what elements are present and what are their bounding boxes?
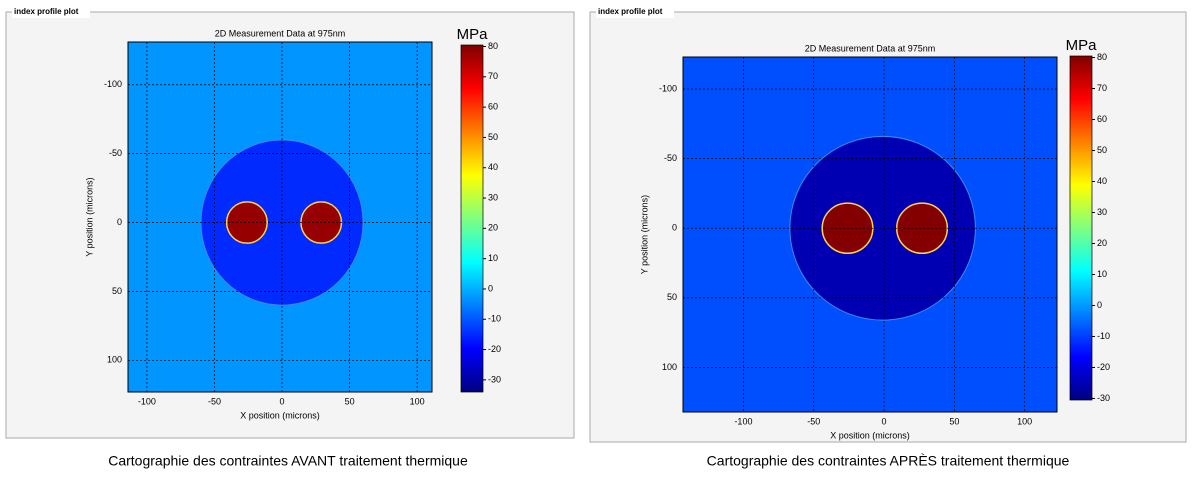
colorbar-tick-label: -10 (488, 314, 501, 324)
x-tick-label: 100 (410, 396, 425, 406)
y-axis-label: Y position (microns) (639, 195, 649, 274)
y-tick-label: -50 (664, 153, 677, 163)
colorbar-tick-label: 60 (1097, 114, 1107, 124)
y-tick-label: 50 (667, 292, 677, 302)
plot-area (127, 41, 433, 393)
panel-title: index profile plot (598, 7, 663, 16)
caption: Cartographie des contraintes APRÈS trait… (707, 453, 1070, 469)
colorbar-tick-label: -30 (1097, 393, 1110, 403)
x-tick-label: 50 (949, 416, 959, 426)
x-tick-label: 100 (1017, 416, 1032, 426)
y-tick-label: 50 (112, 286, 122, 296)
colorbar-tick-label: -20 (1097, 362, 1110, 372)
colorbar-tick-label: 0 (488, 283, 493, 293)
x-axis-label: X position (microns) (830, 430, 910, 440)
colorbar-tick-label: 50 (488, 132, 498, 142)
colorbar-tick-label: 60 (488, 102, 498, 112)
colorbar-label: MPa (1066, 37, 1098, 54)
chart-title: 2D Measurement Data at 975nm (805, 43, 936, 53)
colorbar-tick-label: 40 (1097, 176, 1107, 186)
colorbar (1069, 55, 1093, 401)
panel-title-bg (12, 6, 90, 18)
colorbar-tick-label: 30 (1097, 207, 1107, 217)
y-axis-label: Y position (microns) (84, 177, 94, 256)
y-tick-label: -100 (659, 83, 677, 93)
colorbar-tick-label: 0 (1097, 300, 1102, 310)
y-tick-label: 100 (662, 362, 677, 372)
caption: Cartographie des contraintes AVANT trait… (108, 453, 468, 469)
y-tick-label: -100 (104, 79, 122, 89)
x-tick-label: 0 (280, 396, 285, 406)
y-tick-label: 0 (117, 217, 122, 227)
x-tick-label: -50 (807, 416, 820, 426)
y-tick-label: 100 (107, 355, 122, 365)
colorbar-label: MPa (457, 26, 489, 43)
colorbar-tick-label: -20 (488, 344, 501, 354)
y-tick-label: 0 (672, 223, 677, 233)
colorbar-tick-label: 70 (488, 71, 498, 81)
chart-title: 2D Measurement Data at 975nm (215, 28, 346, 38)
y-tick-label: -50 (109, 148, 122, 158)
colorbar-tick-label: 10 (1097, 269, 1107, 279)
colorbar-tick-label: 80 (488, 41, 498, 51)
colorbar-tick-label: 50 (1097, 145, 1107, 155)
x-axis-label: X position (microns) (240, 410, 320, 420)
x-tick-label: -50 (208, 396, 221, 406)
colorbar-tick-label: -10 (1097, 331, 1110, 341)
x-tick-label: 50 (345, 396, 355, 406)
colorbar-tick-label: 70 (1097, 83, 1107, 93)
region (225, 201, 268, 244)
x-tick-label: -100 (734, 416, 752, 426)
colorbar-tick-label: 40 (488, 162, 498, 172)
colorbar-tick-label: 80 (1097, 52, 1107, 62)
panel-title-bg (596, 6, 674, 18)
colorbar-tick-label: 30 (488, 192, 498, 202)
colorbar-tick-label: 10 (488, 253, 498, 263)
panel-title: index profile plot (14, 7, 79, 16)
colorbar-tick-label: 20 (1097, 238, 1107, 248)
colorbar (460, 44, 484, 393)
x-tick-label: 0 (882, 416, 887, 426)
x-tick-label: -100 (138, 396, 156, 406)
colorbar-tick-label: 20 (488, 223, 498, 233)
colorbar-tick-label: -30 (488, 374, 501, 384)
